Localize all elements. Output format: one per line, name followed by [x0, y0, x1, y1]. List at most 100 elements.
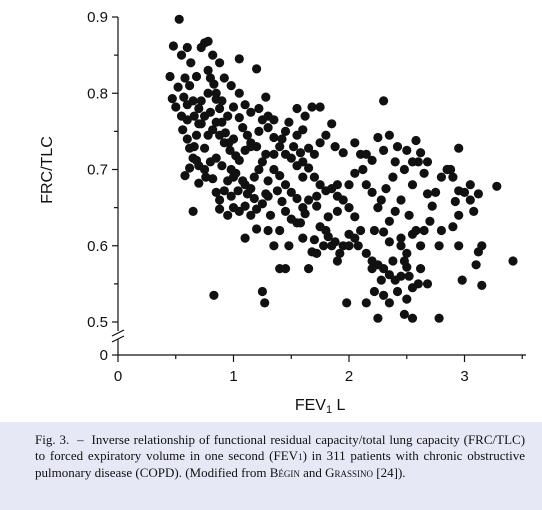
data-point: [298, 172, 308, 182]
data-point: [330, 237, 340, 247]
caption-author-2: Grassino: [325, 465, 374, 480]
data-point: [427, 201, 437, 211]
data-point: [419, 168, 429, 178]
data-point: [373, 203, 383, 213]
data-point: [209, 79, 219, 89]
data-point: [234, 155, 244, 165]
data-point: [219, 186, 229, 196]
data-point: [416, 241, 426, 251]
data-point: [402, 248, 412, 258]
data-point: [249, 172, 259, 182]
data-point: [396, 233, 406, 243]
data-point: [367, 155, 377, 165]
data-point: [335, 248, 345, 258]
data-point: [379, 290, 389, 300]
data-point: [286, 153, 296, 163]
data-point: [182, 115, 192, 125]
axis-break-mark: [111, 329, 125, 337]
data-point: [269, 149, 279, 159]
data-point: [263, 191, 273, 201]
y-tick-label: 0: [100, 347, 108, 364]
data-point: [376, 195, 386, 205]
data-point: [275, 142, 285, 152]
data-point: [217, 161, 227, 171]
data-point: [219, 73, 229, 83]
data-point: [300, 209, 310, 219]
data-point: [407, 180, 418, 190]
data-point: [173, 82, 183, 92]
data-point: [284, 241, 294, 251]
data-point: [234, 88, 244, 98]
data-point: [390, 157, 400, 167]
data-point: [178, 125, 188, 135]
data-point: [208, 50, 218, 60]
data-point: [379, 264, 389, 274]
data-point: [215, 103, 225, 114]
data-point: [275, 171, 285, 181]
data-point: [200, 143, 210, 153]
data-point: [263, 123, 273, 133]
data-point: [361, 180, 371, 190]
data-point: [182, 42, 192, 53]
data-point: [226, 81, 236, 91]
data-point: [223, 210, 233, 220]
data-point: [356, 225, 366, 236]
data-point: [284, 117, 294, 127]
data-point: [228, 102, 239, 112]
data-point: [344, 203, 354, 213]
data-point: [252, 64, 262, 74]
data-point: [277, 196, 287, 207]
data-point: [215, 58, 225, 68]
data-point: [448, 222, 458, 232]
data-point: [457, 275, 467, 285]
data-point: [200, 111, 210, 121]
data-point: [304, 195, 314, 205]
data-point: [454, 143, 464, 153]
data-point: [208, 174, 218, 184]
data-point: [411, 135, 421, 146]
data-point: [402, 145, 412, 155]
data-point: [373, 313, 383, 323]
data-point: [454, 241, 464, 251]
data-point: [234, 54, 244, 64]
caption-fig-label: Fig. 3.: [35, 432, 70, 447]
caption-author-1: Bégin: [269, 465, 300, 480]
data-point: [367, 187, 377, 197]
data-point: [407, 229, 418, 239]
data-point: [419, 225, 429, 236]
data-point: [323, 232, 333, 242]
chart-panel: 0.9 0.8 0.7 0.6 0.5 0 0 1 2 3 FEV1 L FRC/TLC: [39, 9, 526, 416]
data-point: [191, 155, 202, 165]
data-point: [492, 181, 502, 191]
y-tick-label: 0.8: [87, 85, 108, 102]
caption-ref: [24]).: [376, 465, 406, 480]
data-point: [292, 130, 302, 140]
data-point: [215, 195, 225, 205]
data-point: [434, 241, 444, 251]
data-point: [300, 111, 310, 121]
data-point: [167, 94, 177, 104]
data-point: [246, 142, 256, 152]
data-point: [182, 134, 192, 144]
data-point: [448, 172, 458, 182]
data-point: [388, 256, 398, 266]
data-point: [292, 103, 302, 114]
data-point: [469, 206, 479, 216]
data-point: [240, 201, 250, 211]
data-point: [240, 233, 250, 243]
data-point: [211, 187, 221, 197]
data-point: [275, 225, 285, 236]
data-point: [477, 280, 487, 290]
data-point: [390, 206, 400, 216]
data-point: [416, 148, 426, 158]
data-point: [252, 224, 262, 234]
data-point: [459, 187, 470, 197]
data-point: [315, 222, 325, 232]
data-point: [200, 164, 210, 175]
data-point: [422, 189, 433, 199]
data-point: [228, 203, 239, 213]
data-point: [436, 172, 446, 182]
data-point: [196, 96, 206, 106]
data-point: [231, 168, 241, 178]
y-tick-label: 0.9: [87, 9, 108, 26]
